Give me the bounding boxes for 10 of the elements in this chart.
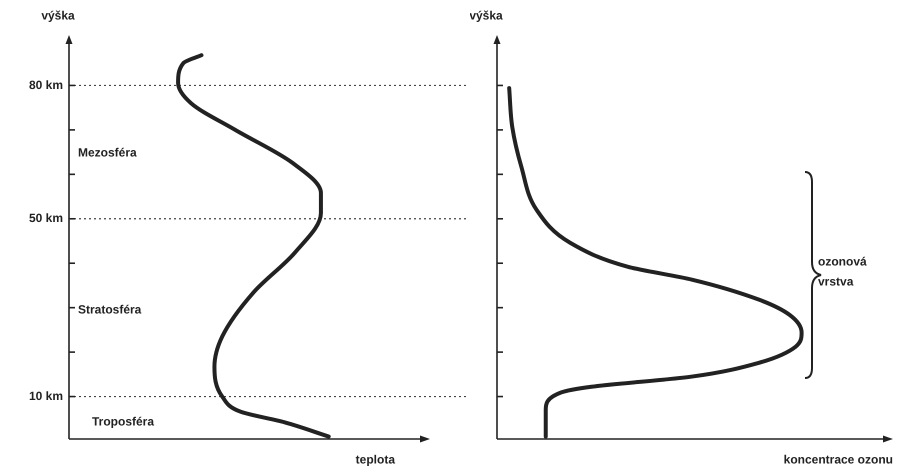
- x-axis-title: koncentrace ozonu: [784, 452, 893, 466]
- text: ozonová vrstva: [818, 254, 867, 288]
- y-tick-label: 80 km: [28, 78, 63, 92]
- x-axis-title: teplota: [356, 452, 396, 466]
- y-axis-title: výška: [41, 8, 76, 22]
- annotation: Stratosféra: [78, 302, 142, 316]
- y-tick-label: 50 km: [28, 211, 63, 226]
- annotation: Troposféra: [92, 414, 154, 428]
- y-tick-label: 10 km: [28, 388, 63, 403]
- annotation: Mezosféra: [78, 145, 138, 160]
